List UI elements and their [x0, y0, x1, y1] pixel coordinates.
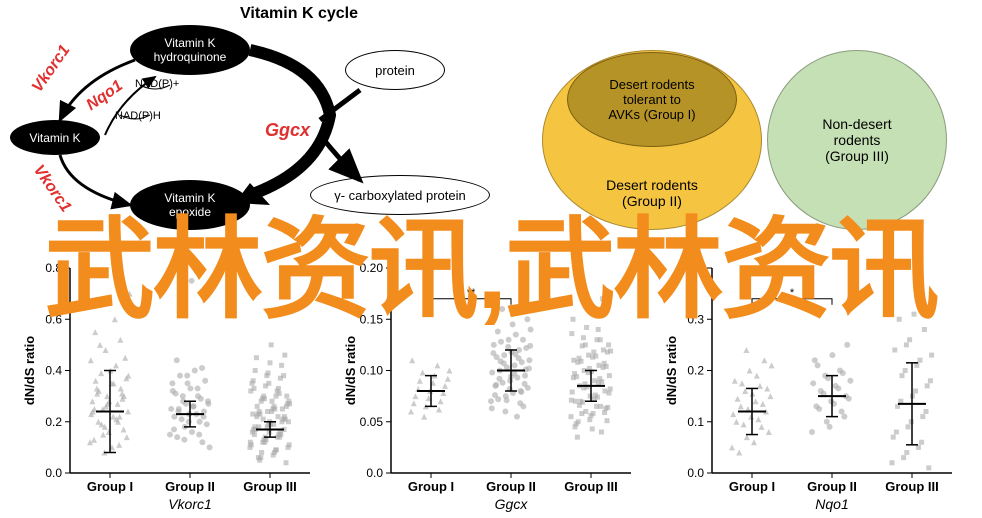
chart-nqo1: 0.0 0.1 0.2 0.3 0.4 dN/dS ratio Group I Group I… [662, 253, 962, 513]
svg-text:Group I: Group I [87, 479, 133, 494]
svg-text:0.15: 0.15 [360, 312, 384, 326]
svg-text:dN/dS ratio: dN/dS ratio [22, 336, 37, 405]
svg-text:0.0: 0.0 [45, 466, 62, 480]
svg-text:0.0: 0.0 [687, 466, 704, 480]
chart-ggcx: 0.0 0.05 0.10 0.15 0.20 dN/dS ratio Group I Gro… [341, 253, 641, 513]
svg-text:Group II: Group II [486, 479, 536, 494]
svg-text:0.4: 0.4 [687, 261, 704, 275]
svg-text:0.8: 0.8 [45, 261, 62, 275]
svg-text:0.4: 0.4 [45, 364, 62, 378]
svg-text:Group III: Group III [243, 479, 296, 494]
svg-text:0.2: 0.2 [687, 364, 704, 378]
svg-text:Group I: Group I [408, 479, 454, 494]
venn-group3: Non-desert rodents (Group III) [767, 50, 947, 230]
svg-text:0.05: 0.05 [360, 415, 384, 429]
venn-group3-label: Non-desert rodents (Group III) [822, 116, 891, 164]
svg-text:0.6: 0.6 [45, 312, 62, 326]
svg-text:Vkorc1: Vkorc1 [168, 496, 212, 512]
svg-text:0.1: 0.1 [687, 415, 704, 429]
svg-text:dN/dS ratio: dN/dS ratio [664, 336, 679, 405]
chart-vkorc1: 0.0 0.2 0.4 0.6 0.8 dN/dS ratio Group I Group I… [20, 253, 320, 513]
venn-diagram: Desert rodents (Group II) Desert rodents… [542, 40, 962, 240]
venn-group1: Desert rodents tolerant to AVKs (Group I… [567, 52, 737, 147]
svg-text:*: * [790, 287, 795, 299]
venn-group1-label: Desert rodents tolerant to AVKs (Group I… [608, 77, 695, 122]
charts-row: 0.0 0.2 0.4 0.6 0.8 dN/dS ratio Group I Group I… [20, 253, 962, 513]
venn-group2-label: Desert rodents (Group II) [606, 177, 698, 209]
vitamin-k-cycle-diagram: Vitamin K cycle Vitamin K hydroquinone V… [10, 5, 530, 255]
svg-text:Group III: Group III [885, 479, 938, 494]
svg-text:Group II: Group II [807, 479, 857, 494]
svg-text:Nqo1: Nqo1 [815, 496, 848, 512]
svg-text:dN/dS ratio: dN/dS ratio [343, 336, 358, 405]
svg-text:**: ** [467, 287, 476, 299]
svg-text:Group III: Group III [564, 479, 617, 494]
svg-text:Group II: Group II [165, 479, 215, 494]
cycle-arrows [10, 5, 530, 255]
svg-text:Ggcx: Ggcx [495, 496, 529, 512]
svg-text:0.0: 0.0 [366, 466, 383, 480]
svg-text:0.3: 0.3 [687, 312, 704, 326]
svg-text:0.2: 0.2 [45, 415, 62, 429]
svg-text:0.20: 0.20 [360, 261, 384, 275]
svg-text:Group I: Group I [729, 479, 775, 494]
svg-text:0.10: 0.10 [360, 364, 384, 378]
